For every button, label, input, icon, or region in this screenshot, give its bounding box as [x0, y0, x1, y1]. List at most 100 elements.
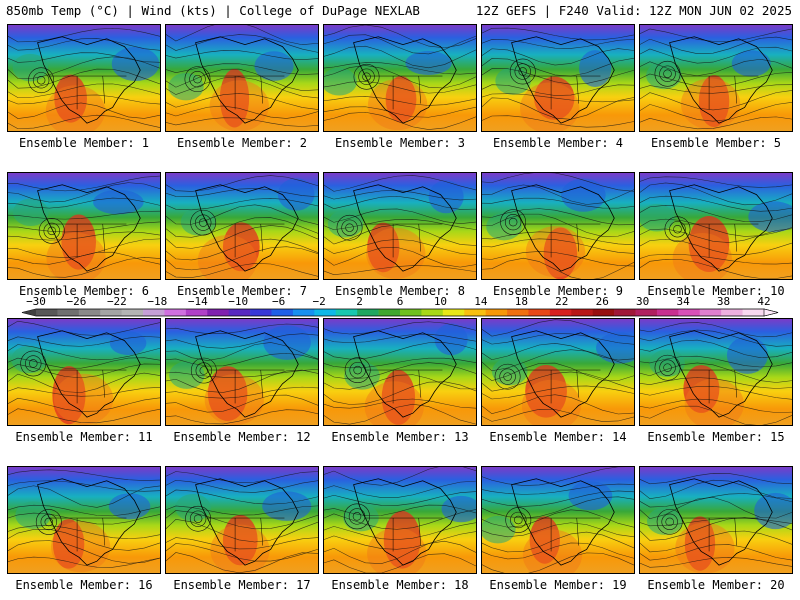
colorbar-tick-label: 34 [676, 295, 690, 308]
colorbar-swatch [185, 309, 208, 316]
colorbar-swatch [228, 309, 251, 316]
colorbar-tick-label: 26 [595, 295, 609, 308]
colorbar-right-arrow [763, 308, 779, 317]
colorbar-left-arrow [22, 309, 36, 316]
colorbar-tick-label: −2 [312, 295, 326, 308]
ensemble-panel [481, 24, 635, 132]
ensemble-panel [7, 318, 161, 426]
colorbar-swatch [485, 309, 508, 316]
colorbar-swatch [699, 309, 722, 316]
temperature-map [324, 319, 476, 425]
colorbar-swatch [121, 309, 144, 316]
ensemble-member-label: Ensemble Member: 1 [18, 136, 150, 150]
product-title: 850mb Temp (°C) | Wind (kts) | College o… [6, 3, 420, 18]
ensemble-panel [165, 466, 319, 574]
colorbar-swatch [678, 309, 701, 316]
colorbar-swatch [656, 309, 679, 316]
ensemble-member-label: Ensemble Member: 19 [489, 578, 627, 592]
colorbar-tick-label: −6 [272, 295, 286, 308]
temperature-map [8, 173, 160, 279]
colorbar-swatch [143, 309, 165, 316]
temperature-map [166, 319, 318, 425]
ensemble-panel [323, 318, 477, 426]
ensemble-member-label: Ensemble Member: 3 [334, 136, 466, 150]
ensemble-member-label: Ensemble Member: 17 [173, 578, 311, 592]
ensemble-panel [639, 318, 793, 426]
ensemble-panel [165, 24, 319, 132]
ensemble-panel [481, 466, 635, 574]
colorbar-tick-label: −26 [66, 295, 87, 308]
ensemble-panel [323, 466, 477, 574]
ensemble-panel [7, 172, 161, 280]
ensemble-panel [481, 318, 635, 426]
ensemble-member-label: Ensemble Member: 8 [334, 284, 466, 298]
colorbar-swatch [507, 309, 529, 316]
colorbar-tick-label: 2 [356, 295, 363, 308]
ensemble-panel [7, 466, 161, 574]
temperature-map [166, 25, 318, 131]
colorbar-tick-label: −22 [106, 295, 127, 308]
colorbar-swatch [635, 309, 658, 316]
colorbar-swatches [21, 308, 779, 317]
colorbar-swatch [36, 309, 58, 316]
colorbar-tick-label: −18 [147, 295, 168, 308]
colorbar-tick-label: 18 [514, 295, 528, 308]
temperature-map [8, 25, 160, 131]
colorbar-tick-label: −14 [187, 295, 208, 308]
colorbar-tick-label: −10 [228, 295, 249, 308]
temperature-map [482, 25, 634, 131]
temperature-map [324, 467, 476, 573]
colorbar-swatch [528, 309, 551, 316]
ensemble-member-label: Ensemble Member: 15 [647, 430, 785, 444]
temperature-map [640, 173, 792, 279]
temperature-map [482, 467, 634, 573]
ensemble-panel [7, 24, 161, 132]
ensemble-member-label: Ensemble Member: 7 [176, 284, 308, 298]
temperature-colorbar: −30 −26 −22 −18 −14 −10 −6 −2 2 6 10 14 18 22 26 30 34 38… [0, 296, 800, 320]
ensemble-panel [323, 172, 477, 280]
ensemble-panel [639, 24, 793, 132]
colorbar-swatch [314, 309, 337, 316]
colorbar-swatch [378, 309, 401, 316]
ensemble-member-label: Ensemble Member: 20 [647, 578, 785, 592]
colorbar-swatch [100, 309, 122, 316]
colorbar-swatch [571, 309, 593, 316]
colorbar-tick-label: 22 [555, 295, 569, 308]
colorbar-swatch [164, 309, 187, 316]
colorbar-swatch [57, 309, 80, 316]
ensemble-panel [481, 172, 635, 280]
temperature-map [324, 173, 476, 279]
ensemble-panel [323, 24, 477, 132]
colorbar-swatch [335, 309, 358, 316]
ensemble-panel [165, 172, 319, 280]
temperature-map [482, 319, 634, 425]
colorbar-swatch [250, 309, 272, 316]
ensemble-member-label: Ensemble Member: 6 [18, 284, 150, 298]
ensemble-panel [639, 466, 793, 574]
ensemble-member-label: Ensemble Member: 14 [489, 430, 627, 444]
colorbar-swatch [464, 309, 486, 316]
colorbar-swatch [400, 309, 422, 316]
colorbar-swatch [721, 309, 743, 316]
colorbar-swatch [78, 309, 101, 316]
colorbar-tick-label: 14 [474, 295, 488, 308]
colorbar-tick-label: 6 [396, 295, 404, 308]
ensemble-member-label: Ensemble Member: 18 [331, 578, 469, 592]
ensemble-member-label: Ensemble Member: 2 [176, 136, 308, 150]
ensemble-member-label: Ensemble Member: 12 [173, 430, 311, 444]
run-valid-time: 12Z GEFS | F240 Valid: 12Z MON JUN 02 20… [475, 3, 792, 18]
temperature-map [324, 25, 476, 131]
colorbar-swatch [742, 309, 765, 316]
temperature-map [640, 319, 792, 425]
ensemble-member-label: Ensemble Member: 9 [492, 284, 624, 298]
colorbar-tick-label: 42 [757, 295, 771, 308]
page-header: 850mb Temp (°C) | Wind (kts) | College o… [0, 0, 800, 22]
temperature-map [482, 173, 634, 279]
colorbar-swatch [357, 309, 379, 316]
colorbar-swatch [292, 309, 315, 316]
colorbar-swatch [592, 309, 615, 316]
colorbar-swatch [271, 309, 294, 316]
temperature-map [8, 467, 160, 573]
ensemble-member-label: Ensemble Member: 4 [492, 136, 624, 150]
colorbar-swatch [207, 309, 229, 316]
